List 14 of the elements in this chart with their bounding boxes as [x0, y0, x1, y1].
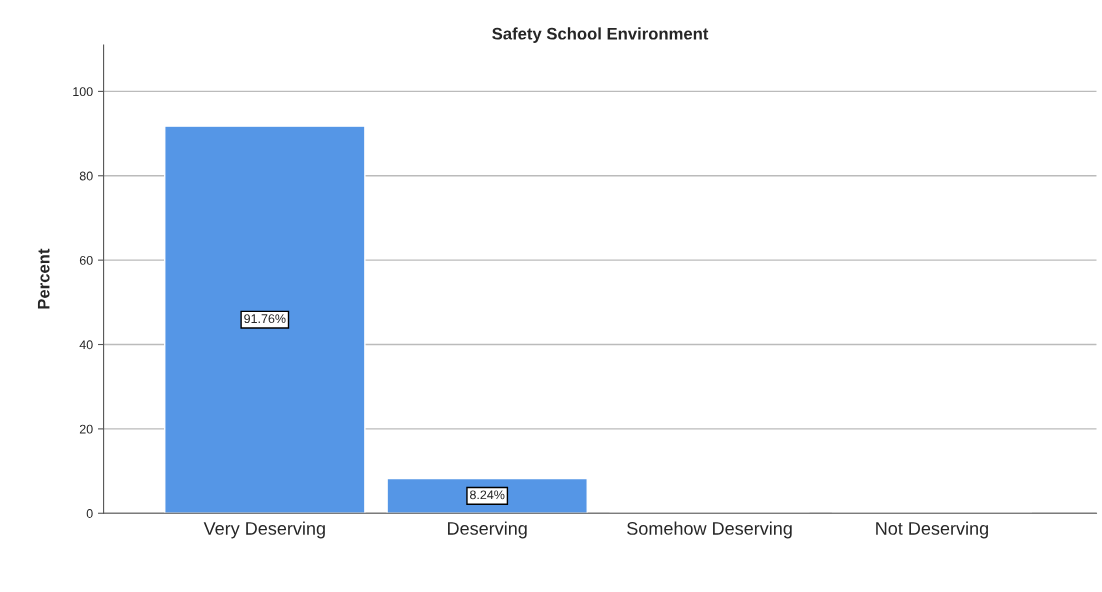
y-tick-label: 80: [79, 171, 93, 181]
x-tick-label: Very Deserving: [203, 521, 325, 539]
x-tick-label: Not Deserving: [876, 521, 988, 539]
chart-title: Safety School Environment: [492, 27, 709, 43]
y-axis-title: Percent: [37, 248, 50, 309]
y-tick-label: 100: [73, 87, 93, 97]
data-label: 91.76%: [244, 314, 286, 324]
y-tick-label: 20: [79, 424, 93, 434]
y-tick-label: 0: [86, 509, 93, 518]
data-label: 8.24%: [470, 490, 505, 500]
x-tick-label: Deserving: [448, 521, 527, 539]
y-tick-label: 40: [79, 340, 93, 350]
x-tick-label: Somehow Deserving: [627, 521, 792, 539]
y-tick-label: 60: [79, 255, 93, 265]
